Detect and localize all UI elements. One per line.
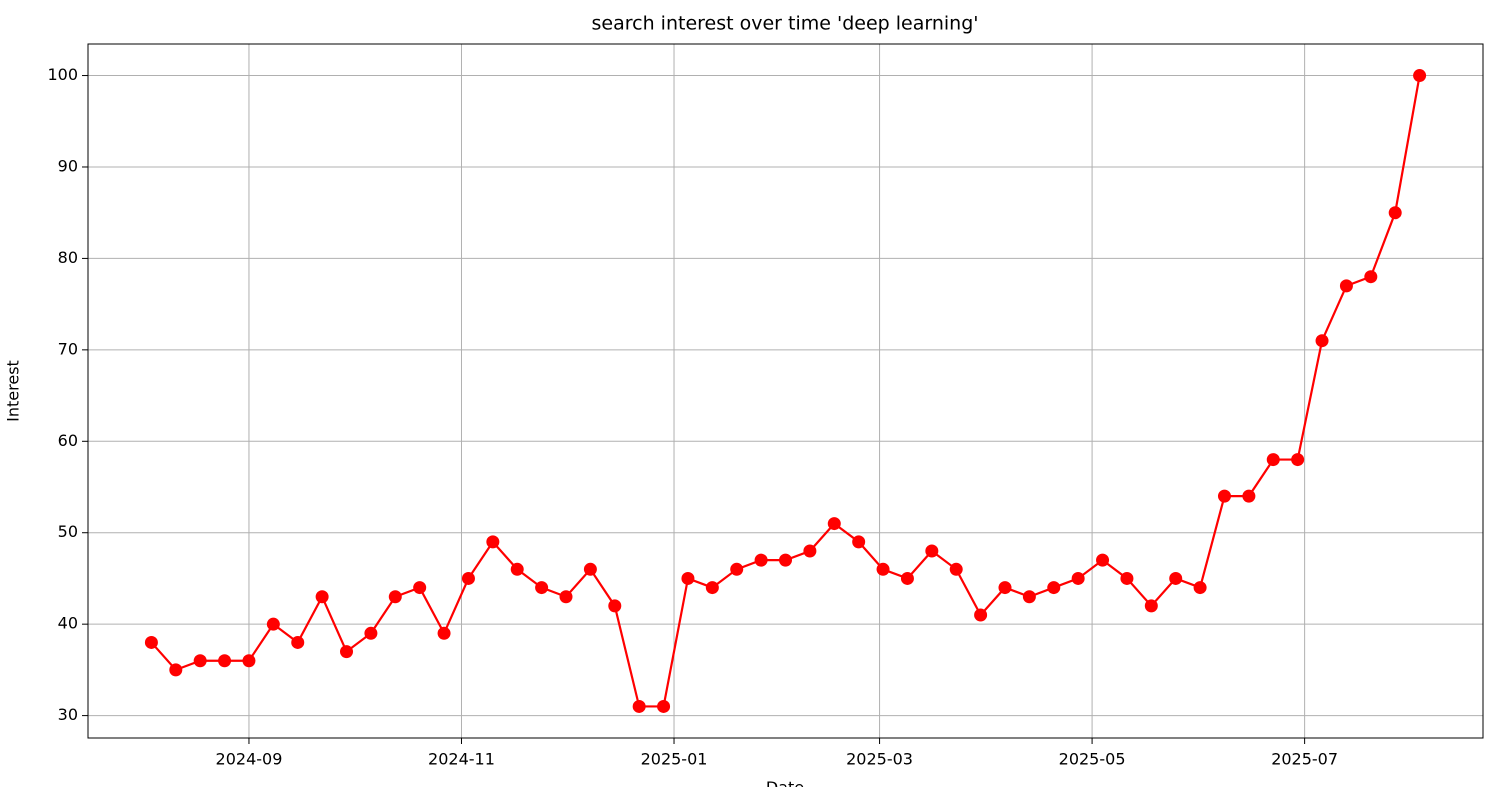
y-tick-label: 60 xyxy=(58,431,78,450)
data-point xyxy=(1315,334,1329,348)
plot-frame xyxy=(87,43,1484,739)
data-point xyxy=(1266,453,1280,467)
data-point xyxy=(779,553,792,567)
data-point xyxy=(144,635,158,649)
data-point xyxy=(583,562,597,576)
data-point xyxy=(1364,270,1378,284)
data-point xyxy=(657,699,671,713)
data-point xyxy=(1022,590,1036,604)
data-point xyxy=(1413,69,1427,83)
data-point xyxy=(949,562,963,576)
data-point xyxy=(705,581,719,595)
data-line xyxy=(150,75,1421,708)
data-point xyxy=(169,663,183,677)
data-point xyxy=(1242,489,1256,503)
data-point xyxy=(1291,453,1305,467)
data-point xyxy=(1144,599,1158,613)
chart-title: search interest over time 'deep learning… xyxy=(592,13,979,35)
data-point xyxy=(242,654,256,668)
data-point xyxy=(925,544,939,558)
y-tick-label: 80 xyxy=(58,248,78,267)
data-point xyxy=(1169,571,1183,585)
data-point xyxy=(1339,279,1353,293)
y-tick-label: 90 xyxy=(58,156,78,175)
data-point xyxy=(218,654,232,668)
y-axis-label: Interest xyxy=(4,360,23,422)
data-point xyxy=(803,544,817,558)
data-point xyxy=(754,553,768,567)
y-tick-label: 40 xyxy=(58,614,78,633)
y-tick-label: 50 xyxy=(58,522,78,541)
data-point xyxy=(876,562,890,576)
data-point xyxy=(998,581,1012,595)
data-point xyxy=(388,590,402,604)
data-point xyxy=(291,635,305,649)
x-tick-label: 2025-03 xyxy=(846,750,913,769)
data-point xyxy=(827,517,841,531)
x-tick-label: 2025-07 xyxy=(1271,750,1338,769)
y-tick-label: 70 xyxy=(58,339,78,358)
data-point xyxy=(1388,206,1402,220)
data-point xyxy=(486,535,500,549)
data-point xyxy=(1047,581,1061,595)
data-point xyxy=(1217,489,1231,503)
data-point xyxy=(681,571,695,585)
data-point xyxy=(1096,553,1110,567)
data-point xyxy=(852,535,866,549)
data-point xyxy=(900,571,914,585)
data-point xyxy=(364,626,378,640)
data-point xyxy=(1120,571,1134,585)
x-tick-label: 2025-01 xyxy=(641,750,708,769)
data-point xyxy=(974,608,988,622)
data-point xyxy=(413,581,427,595)
data-point xyxy=(461,571,475,585)
x-tick-label: 2024-11 xyxy=(428,750,495,769)
data-point xyxy=(340,645,354,659)
data-point xyxy=(315,590,329,604)
x-tick-label: 2025-05 xyxy=(1059,750,1126,769)
data-point xyxy=(535,581,549,595)
y-tick-label: 100 xyxy=(47,65,78,84)
data-point xyxy=(608,599,622,613)
x-tick-label: 2024-09 xyxy=(216,750,283,769)
data-point xyxy=(193,654,207,668)
data-point xyxy=(632,699,646,713)
data-point xyxy=(266,617,280,631)
x-axis-label: Date xyxy=(766,778,804,787)
data-point xyxy=(730,562,744,576)
data-point xyxy=(1193,581,1207,595)
data-point xyxy=(559,590,573,604)
y-tick-label: 30 xyxy=(58,705,78,724)
data-point xyxy=(1071,571,1085,585)
data-point xyxy=(437,626,451,640)
data-point xyxy=(510,562,524,576)
